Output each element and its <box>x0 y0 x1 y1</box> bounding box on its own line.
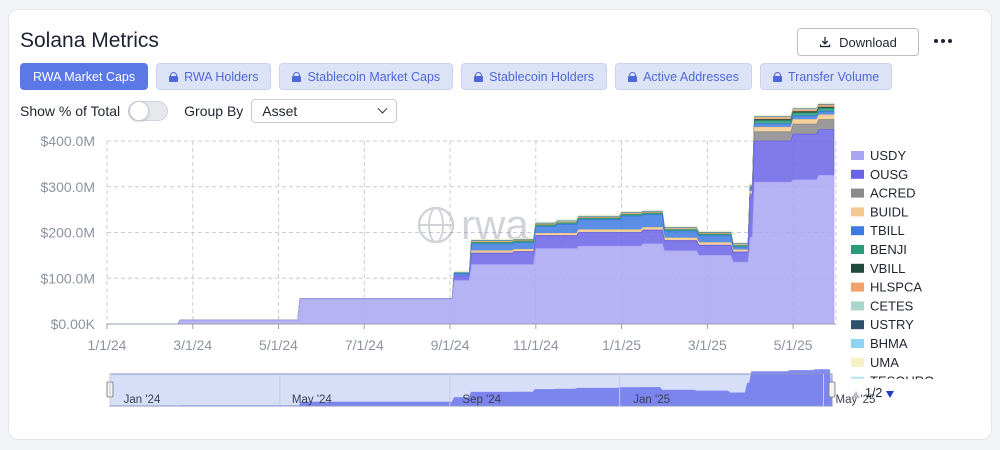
group-by-label: Group By <box>184 103 244 119</box>
show-percent-label: Show % of Total <box>20 103 121 119</box>
legend-pager: 1/2 <box>852 386 894 400</box>
legend-prev-arrow-icon[interactable] <box>852 391 860 398</box>
tab-label: Transfer Volume <box>787 69 880 84</box>
legend-label: BHMA <box>870 336 908 351</box>
legend-item-usdy[interactable]: USDY <box>851 148 906 163</box>
chevron-down-icon <box>377 103 388 114</box>
legend-swatch <box>851 207 864 217</box>
group-by-select[interactable]: Asset <box>251 99 398 123</box>
chart-controls: Show % of Total Group By Asset <box>20 99 398 123</box>
download-label: Download <box>839 34 897 50</box>
legend-swatch <box>851 263 864 273</box>
legend-swatch <box>851 376 864 386</box>
legend-swatch <box>851 301 864 311</box>
legend-item-buidl[interactable]: BUIDL <box>851 204 908 219</box>
legend-item-ustry[interactable]: USTRY <box>851 317 914 332</box>
legend-label: VBILL <box>870 261 905 276</box>
more-dot-icon <box>941 39 945 43</box>
legend-swatch <box>851 245 864 254</box>
legend-page-indicator: 1/2 <box>865 386 882 400</box>
page-title: Solana Metrics <box>20 29 159 52</box>
chart-legend: USDY OUSG ACRED BUIDL TBILL BENJI VBILL HLSPCA C… <box>846 148 986 400</box>
tab-rwa-holders[interactable]: RWA Holders <box>156 63 272 90</box>
legend-swatch <box>851 282 864 292</box>
legend-item-cetes[interactable]: CETES <box>851 298 914 313</box>
more-dot-icon <box>934 39 938 43</box>
legend-label: CETES <box>870 298 914 313</box>
tab-active-addresses[interactable]: Active Addresses <box>615 63 752 90</box>
legend-label: USDY <box>870 148 906 163</box>
lock-icon <box>474 71 484 82</box>
more-options-button[interactable] <box>932 30 954 52</box>
metric-tabs: RWA Market Caps RWA Holders Stablecoin M… <box>20 63 893 90</box>
tab-label: Active Addresses <box>643 69 739 84</box>
legend-item-benji[interactable]: BENJI <box>851 242 907 257</box>
legend-item-bhma[interactable]: BHMA <box>851 336 908 351</box>
legend-label: TBILL <box>870 223 905 238</box>
legend-label: UMA <box>870 355 899 370</box>
legend-swatch <box>851 357 864 367</box>
legend-swatch <box>851 188 864 198</box>
download-icon <box>819 37 831 48</box>
group-by-value: Asset <box>262 103 298 119</box>
legend-item-uma[interactable]: UMA <box>851 355 899 370</box>
toggle-knob <box>129 101 150 121</box>
lock-icon <box>772 71 782 82</box>
tab-stablecoin-holders[interactable]: Stablecoin Holders <box>461 63 608 90</box>
tab-transfer-volume[interactable]: Transfer Volume <box>759 63 893 90</box>
legend-label: BUIDL <box>870 204 908 219</box>
more-dot-icon <box>948 39 952 43</box>
legend-item-vbill[interactable]: VBILL <box>851 261 905 276</box>
legend-swatch <box>851 339 864 348</box>
show-percent-toggle[interactable] <box>128 101 169 121</box>
legend-swatch <box>851 226 864 236</box>
legend-swatch <box>851 320 864 330</box>
legend-item-acred[interactable]: ACRED <box>851 186 916 201</box>
tab-label: Stablecoin Market Caps <box>307 69 441 84</box>
legend-label: HLSPCA <box>870 280 922 295</box>
download-button[interactable]: Download <box>797 28 919 56</box>
legend-label: ACRED <box>870 186 916 201</box>
tab-stablecoin-market-caps[interactable]: Stablecoin Market Caps <box>279 63 454 90</box>
legend-swatch <box>851 169 864 179</box>
tab-label: RWA Holders <box>184 69 259 84</box>
legend-label: BENJI <box>870 242 907 257</box>
legend-swatch <box>851 151 864 160</box>
lock-icon <box>292 71 302 82</box>
tab-label: Stablecoin Holders <box>489 69 595 84</box>
tab-rwa-market-caps[interactable]: RWA Market Caps <box>20 63 149 90</box>
legend-item-hlspca[interactable]: HLSPCA <box>851 280 922 295</box>
tab-label: RWA Market Caps <box>33 69 136 84</box>
legend-label: USTRY <box>870 317 914 332</box>
lock-icon <box>628 71 638 82</box>
lock-icon <box>169 71 179 82</box>
legend-item-tbill[interactable]: TBILL <box>851 223 905 238</box>
legend-item-ousg[interactable]: OUSG <box>851 167 908 182</box>
legend-next-arrow-icon[interactable] <box>886 391 894 398</box>
legend-label: OUSG <box>870 167 908 182</box>
